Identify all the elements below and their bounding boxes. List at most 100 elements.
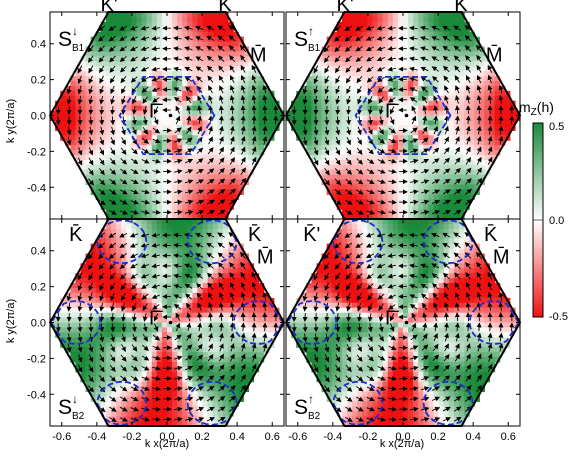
heatmap-cell (177, 26, 183, 33)
heatmap-cell (111, 312, 117, 319)
heatmap-cell (207, 268, 214, 274)
heatmap-cell (377, 135, 384, 141)
spin-arrow (218, 146, 224, 155)
heatmap-cell (111, 189, 117, 195)
heatmap-cell (233, 71, 239, 77)
heatmap-cell (238, 154, 244, 161)
heatmap-cell (146, 352, 153, 358)
heatmap-cell (105, 214, 112, 220)
heatmap-cell (105, 292, 112, 299)
heatmap-cell (253, 273, 260, 279)
heatmap-cell (141, 297, 148, 304)
heatmap-cell (167, 312, 173, 319)
heatmap-cell (172, 16, 178, 23)
heatmap-cell (202, 71, 209, 77)
spin-arrow (420, 76, 429, 82)
heatmap-cell (494, 120, 501, 126)
spin-arrow (173, 209, 183, 215)
heatmap-cell (382, 12, 389, 18)
heatmap-cell (248, 342, 255, 348)
heatmap-cell (177, 248, 183, 255)
heatmap-cell (105, 150, 112, 156)
panel-label: S (58, 28, 72, 51)
heatmap-cell (222, 411, 229, 417)
heatmap-cell (105, 115, 112, 122)
heatmap-cell (126, 214, 132, 220)
spin-arrow (431, 199, 441, 205)
heatmap-cell (146, 297, 153, 304)
heatmap-cell (494, 110, 501, 117)
spin-arrow (344, 45, 352, 52)
spin-arrow (229, 105, 235, 115)
heatmap-cell (156, 327, 163, 333)
spin-arrow (185, 159, 194, 164)
heatmap-cell (217, 214, 224, 220)
heatmap-cell (336, 145, 343, 151)
spin-arrow (355, 25, 364, 31)
heatmap-cell (85, 258, 92, 264)
heatmap-cell (161, 278, 168, 284)
heatmap-cell (423, 61, 430, 67)
heatmap-cell (111, 120, 117, 126)
heatmap-cell (222, 41, 229, 48)
spin-arrow (130, 209, 139, 215)
heatmap-cell (141, 145, 148, 151)
heatmap-cell (197, 16, 204, 23)
heatmap-cell (362, 174, 368, 181)
heatmap-cell (336, 164, 343, 171)
heatmap-cell (172, 31, 178, 38)
heatmap-cell (474, 130, 480, 136)
spin-arrow (378, 126, 384, 135)
heatmap-cell (197, 268, 204, 274)
heatmap-cell (397, 154, 404, 161)
heatmap-cell (202, 110, 209, 117)
heatmap-cell (116, 312, 122, 319)
heatmap-cell (167, 219, 173, 225)
heatmap-cell (372, 16, 379, 23)
spin-arrow (184, 199, 194, 205)
heatmap-cell (423, 76, 430, 82)
heatmap-cell (75, 302, 82, 309)
spin-arrow (367, 106, 373, 115)
spin-arrow (152, 138, 161, 143)
heatmap-cell (296, 115, 302, 122)
heatmap-cell (100, 268, 107, 274)
heatmap-cell (172, 278, 178, 284)
heatmap-cell (131, 21, 138, 28)
heatmap-cell (136, 219, 143, 225)
heatmap-cell (192, 21, 199, 28)
heatmap-cell (469, 145, 475, 151)
spin-arrow (409, 199, 419, 205)
heatmap-cell (212, 371, 219, 378)
spin-arrow (152, 209, 161, 215)
spin-arrow (140, 66, 149, 72)
heatmap-cell (95, 361, 102, 368)
spin-arrow (324, 75, 330, 84)
heatmap-cell (418, 125, 424, 131)
heatmap-cell (151, 268, 158, 274)
heatmap-cell (212, 381, 219, 388)
heatmap-cell (131, 361, 138, 368)
heatmap-cell (233, 263, 239, 269)
heatmap-cell (212, 283, 219, 289)
heatmap-cell (187, 219, 194, 225)
spin-arrow (197, 115, 203, 125)
heatmap-cell (217, 115, 224, 122)
heatmap-cell (357, 51, 363, 57)
spin-arrow (218, 157, 225, 165)
heatmap-cell (192, 85, 199, 92)
heatmap-cell (136, 46, 143, 53)
heatmap-cell (202, 381, 209, 388)
spin-arrow (208, 125, 213, 135)
heatmap-cell (161, 322, 168, 329)
heatmap-cell (243, 135, 249, 141)
heatmap-cell (233, 248, 239, 255)
heatmap-cell (141, 411, 148, 417)
heatmap-cell (438, 199, 445, 205)
heatmap-cell (258, 85, 265, 92)
heatmap-cell (156, 307, 163, 314)
spin-arrow (454, 65, 461, 73)
heatmap-cell (105, 283, 112, 289)
heatmap-cell (228, 371, 234, 378)
heatmap-cell (187, 297, 194, 304)
